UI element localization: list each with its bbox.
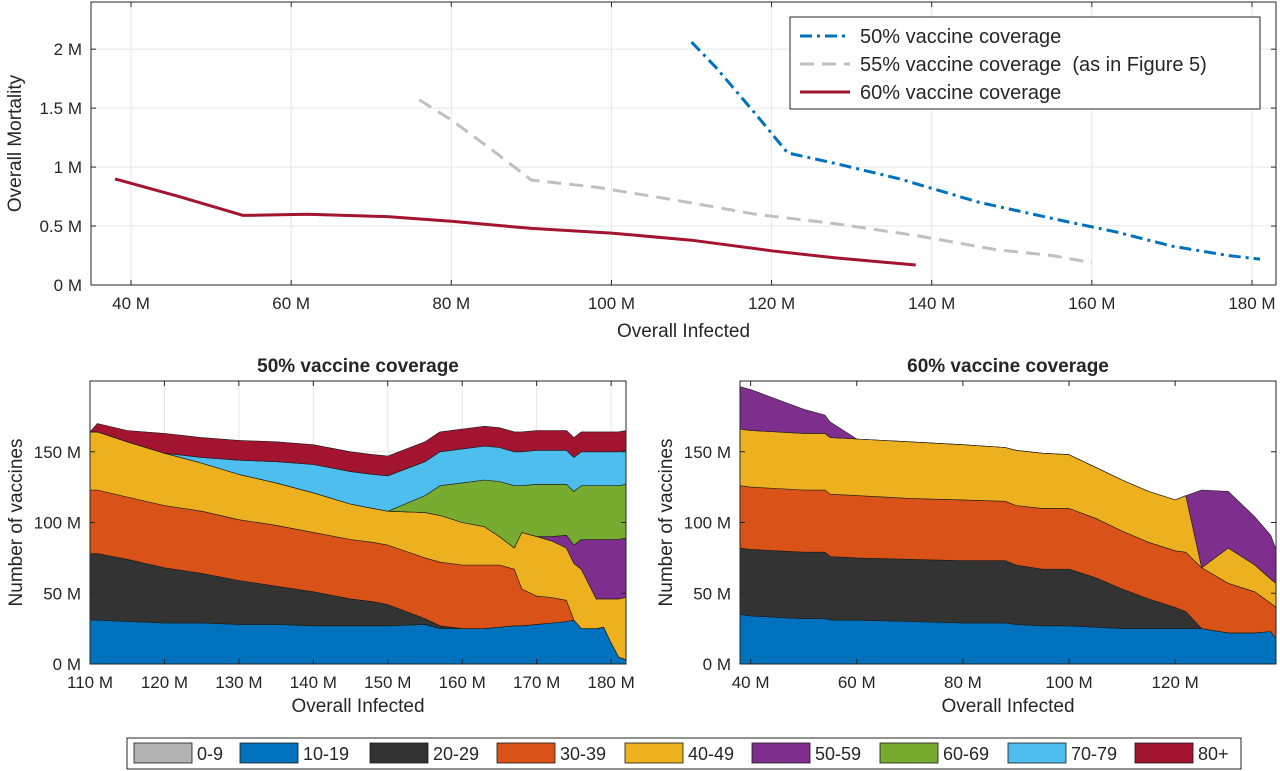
y-tick-label: 2 M [54, 40, 82, 59]
x-tick-label: 180 M [1228, 294, 1275, 313]
age-legend-label: 80+ [1198, 744, 1229, 764]
age-legend-label: 60-69 [943, 744, 989, 764]
age-legend-label: 30-39 [560, 744, 606, 764]
series-line-1 [418, 98, 1093, 265]
age-swatch-50-59 [751, 742, 811, 764]
age-legend-label: 0-9 [197, 744, 223, 764]
x-tick-label: 40 M [112, 294, 150, 313]
legend-label: 50% vaccine coverage [860, 26, 1061, 48]
y-tick-label: 1 M [54, 158, 82, 177]
y-tick-label: 50 M [43, 584, 81, 603]
age-swatch-60-69 [879, 742, 939, 764]
y-tick-label: 100 M [684, 514, 731, 533]
x-tick-label: 140 M [290, 673, 337, 692]
age-legend-label: 40-49 [688, 744, 734, 764]
x-tick-label: 100 M [588, 294, 635, 313]
x-tick-label: 100 M [1045, 673, 1092, 692]
mortality-chart: 40 M 60 M 80 M 100 M 120 M 140 M 160 M 180 M 0 M… [5, 1, 1277, 342]
age-swatch-10-19 [239, 742, 299, 764]
y-axis-label: Number of vaccines [656, 439, 677, 607]
x-tick-label: 150 M [364, 673, 411, 692]
x-axis-label: Overall Infected [291, 696, 424, 717]
vaccines-50-chart: 110 M 120 M 130 M 140 M 150 M 160 M 170 M 180 M… [6, 356, 635, 717]
x-tick-label: 80 M [432, 294, 470, 313]
legend-label: 55% vaccine coverage (as in Figure 5) [860, 54, 1207, 76]
x-tick-label: 60 M [272, 294, 310, 313]
y-tick-label: 0 M [703, 655, 731, 674]
axes-box [90, 1, 1277, 286]
age-group-legend: 0-9 10-19 20-29 30-39 40-49 50-59 60-69 70-79 80… [126, 737, 1242, 770]
vaccines-60-chart: 40 M 60 M 80 M 100 M 120 M 0 M 50 M 100 M 150 M O… [656, 356, 1277, 717]
y-tick-label: 0.5 M [39, 217, 82, 236]
x-tick-label: 160 M [1068, 294, 1115, 313]
x-tick-label: 80 M [944, 673, 982, 692]
age-swatch-30-39 [496, 742, 556, 764]
legend-label: 60% vaccine coverage [860, 82, 1061, 104]
x-tick-label: 160 M [439, 673, 486, 692]
y-tick-label: 50 M [693, 584, 731, 603]
x-tick-label: 40 M [732, 673, 770, 692]
series-legend: 50% vaccine coverage 55% vaccine coverage… [789, 16, 1261, 110]
chart-title: 60% vaccine coverage [907, 356, 1109, 377]
series-line-0 [690, 41, 1261, 261]
chart-title: 50% vaccine coverage [257, 356, 459, 377]
y-tick-label: 0 M [53, 655, 81, 674]
age-legend-label: 50-59 [815, 744, 861, 764]
x-tick-label: 170 M [513, 673, 560, 692]
y-tick-label: 1.5 M [39, 99, 82, 118]
age-swatch-80+ [1134, 742, 1194, 764]
y-axis-label: Number of vaccines [6, 439, 27, 607]
x-tick-label: 140 M [908, 294, 955, 313]
x-tick-label: 120 M [1152, 673, 1199, 692]
x-axis-label: Overall Infected [617, 321, 750, 342]
legend-box [789, 16, 1261, 110]
x-tick-label: 120 M [141, 673, 188, 692]
age-swatch-0-9 [133, 742, 193, 764]
area-10-19 [89, 619, 627, 665]
y-tick-label: 150 M [34, 443, 81, 462]
y-tick-label: 100 M [34, 514, 81, 533]
y-tick-label: 150 M [684, 443, 731, 462]
series-line-2 [114, 177, 916, 267]
x-tick-label: 180 M [587, 673, 634, 692]
y-axis-label: Overall Mortality [5, 74, 26, 212]
x-axis-label: Overall Infected [941, 696, 1074, 717]
age-legend-label: 10-19 [303, 744, 349, 764]
y-tick-label: 0 M [54, 276, 82, 295]
age-swatch-70-79 [1007, 742, 1067, 764]
age-legend-label: 70-79 [1071, 744, 1117, 764]
x-tick-label: 110 M [67, 673, 113, 692]
x-tick-label: 120 M [748, 294, 795, 313]
x-tick-label: 60 M [838, 673, 876, 692]
age-swatch-20-29 [369, 742, 429, 764]
x-tick-label: 130 M [215, 673, 262, 692]
age-swatch-40-49 [624, 742, 684, 764]
age-legend-label: 20-29 [433, 744, 479, 764]
